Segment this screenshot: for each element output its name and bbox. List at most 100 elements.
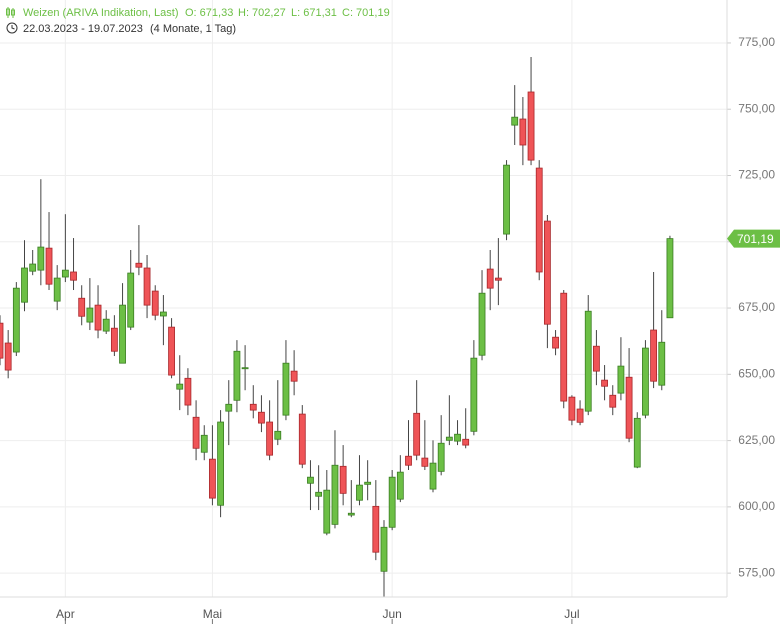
- x-tick-label: Jul: [564, 607, 579, 621]
- candle-body: [413, 412, 421, 456]
- candle-body: [298, 413, 306, 465]
- candle-body: [462, 438, 470, 446]
- y-tick-label: 575,00: [738, 565, 775, 579]
- candle-body: [4, 342, 12, 371]
- ohlc-value: C: 701,19: [342, 7, 390, 19]
- y-tick-label: 775,00: [738, 35, 775, 49]
- candle-body: [127, 272, 135, 328]
- ohlc-value: L: 671,31: [291, 7, 337, 19]
- candle-body: [12, 287, 20, 353]
- candle-body: [143, 267, 151, 306]
- candle-body: [249, 403, 257, 411]
- candle-body: [200, 434, 208, 453]
- candle-body: [429, 462, 437, 490]
- y-tick-label: 675,00: [738, 300, 775, 314]
- candle-body: [0, 322, 4, 359]
- candle-body: [282, 362, 290, 416]
- candle-body: [396, 471, 404, 500]
- candle-body: [437, 442, 445, 472]
- candle-body: [364, 481, 372, 485]
- candle-body: [593, 345, 600, 372]
- y-tick-label: 600,00: [738, 499, 775, 513]
- candle-body: [233, 350, 241, 401]
- candle-body: [258, 411, 265, 424]
- candle-body: [658, 341, 666, 386]
- x-tick-label: Apr: [56, 607, 75, 621]
- candle-body: [552, 336, 559, 349]
- candle-body: [217, 421, 224, 506]
- candle-body: [151, 290, 159, 316]
- candle-body: [53, 277, 61, 302]
- candle-body: [454, 433, 461, 442]
- x-tick-label: Mai: [203, 607, 222, 621]
- candle-icon: [6, 7, 15, 18]
- candle-body: [470, 357, 478, 432]
- candle-body: [21, 267, 28, 303]
- candle-body: [94, 304, 102, 331]
- candle-body: [347, 512, 355, 516]
- candle-body: [241, 367, 249, 370]
- candle-body: [421, 457, 429, 467]
- candle-body: [290, 370, 298, 382]
- candle-body: [339, 465, 347, 494]
- candle-body: [650, 329, 657, 382]
- candle-body: [617, 365, 625, 394]
- y-tick-label: 725,00: [738, 168, 775, 182]
- candle-body: [445, 436, 453, 441]
- candle-body: [527, 91, 535, 161]
- candle-body: [372, 505, 380, 553]
- candle-body: [45, 247, 53, 285]
- candle-body: [356, 484, 363, 501]
- ohlc-value: H: 702,27: [238, 7, 286, 19]
- instrument-title: Weizen (ARIVA Indikation, Last): [23, 7, 179, 19]
- candle-body: [331, 464, 339, 525]
- candle-body: [388, 476, 396, 528]
- candle-body: [584, 310, 592, 412]
- date-span: (4 Monate, 1 Tag): [150, 23, 236, 35]
- plot-area: [0, 0, 727, 598]
- candle-body: [159, 311, 167, 317]
- candle-body: [666, 238, 674, 319]
- y-tick-label: 625,00: [738, 433, 775, 447]
- candle-body: [625, 376, 633, 439]
- last-price-label: 701,19: [737, 232, 774, 246]
- candle-body: [503, 164, 510, 235]
- candle-body: [535, 167, 543, 273]
- candle-body: [323, 489, 331, 534]
- candle-body: [70, 271, 77, 281]
- y-tick-label: 650,00: [738, 366, 775, 380]
- candle-body: [61, 269, 69, 278]
- candle-body: [601, 379, 608, 387]
- candle-body: [209, 458, 216, 499]
- candle-body: [86, 307, 94, 323]
- candle-body: [176, 383, 184, 390]
- candle-body: [307, 476, 314, 484]
- candle-body: [576, 408, 584, 423]
- candle-body: [511, 116, 519, 126]
- candle-body: [110, 327, 118, 352]
- candle-body: [486, 268, 494, 289]
- candle-body: [560, 292, 568, 402]
- candle-body: [519, 118, 527, 146]
- y-tick-label: 750,00: [738, 101, 775, 115]
- candle-body: [609, 394, 617, 408]
- x-tick-label: Jun: [382, 607, 401, 621]
- candle-body: [568, 396, 576, 421]
- candle-body: [102, 318, 110, 332]
- candle-body: [184, 377, 192, 406]
- candle-body: [37, 246, 45, 271]
- candle-body: [380, 526, 388, 572]
- candle-body: [192, 416, 200, 449]
- candle-body: [29, 263, 37, 272]
- candle-body: [78, 297, 86, 317]
- candle-body: [266, 421, 274, 456]
- candle-body: [405, 455, 412, 466]
- candle-body: [168, 326, 175, 376]
- clock-icon: [6, 22, 18, 34]
- candle-body: [494, 277, 502, 281]
- ohlc-value: O: 671,33: [185, 7, 233, 19]
- candle-body: [119, 304, 126, 364]
- candle-body: [642, 347, 649, 416]
- candle-body: [315, 491, 323, 497]
- candle-body: [478, 292, 486, 356]
